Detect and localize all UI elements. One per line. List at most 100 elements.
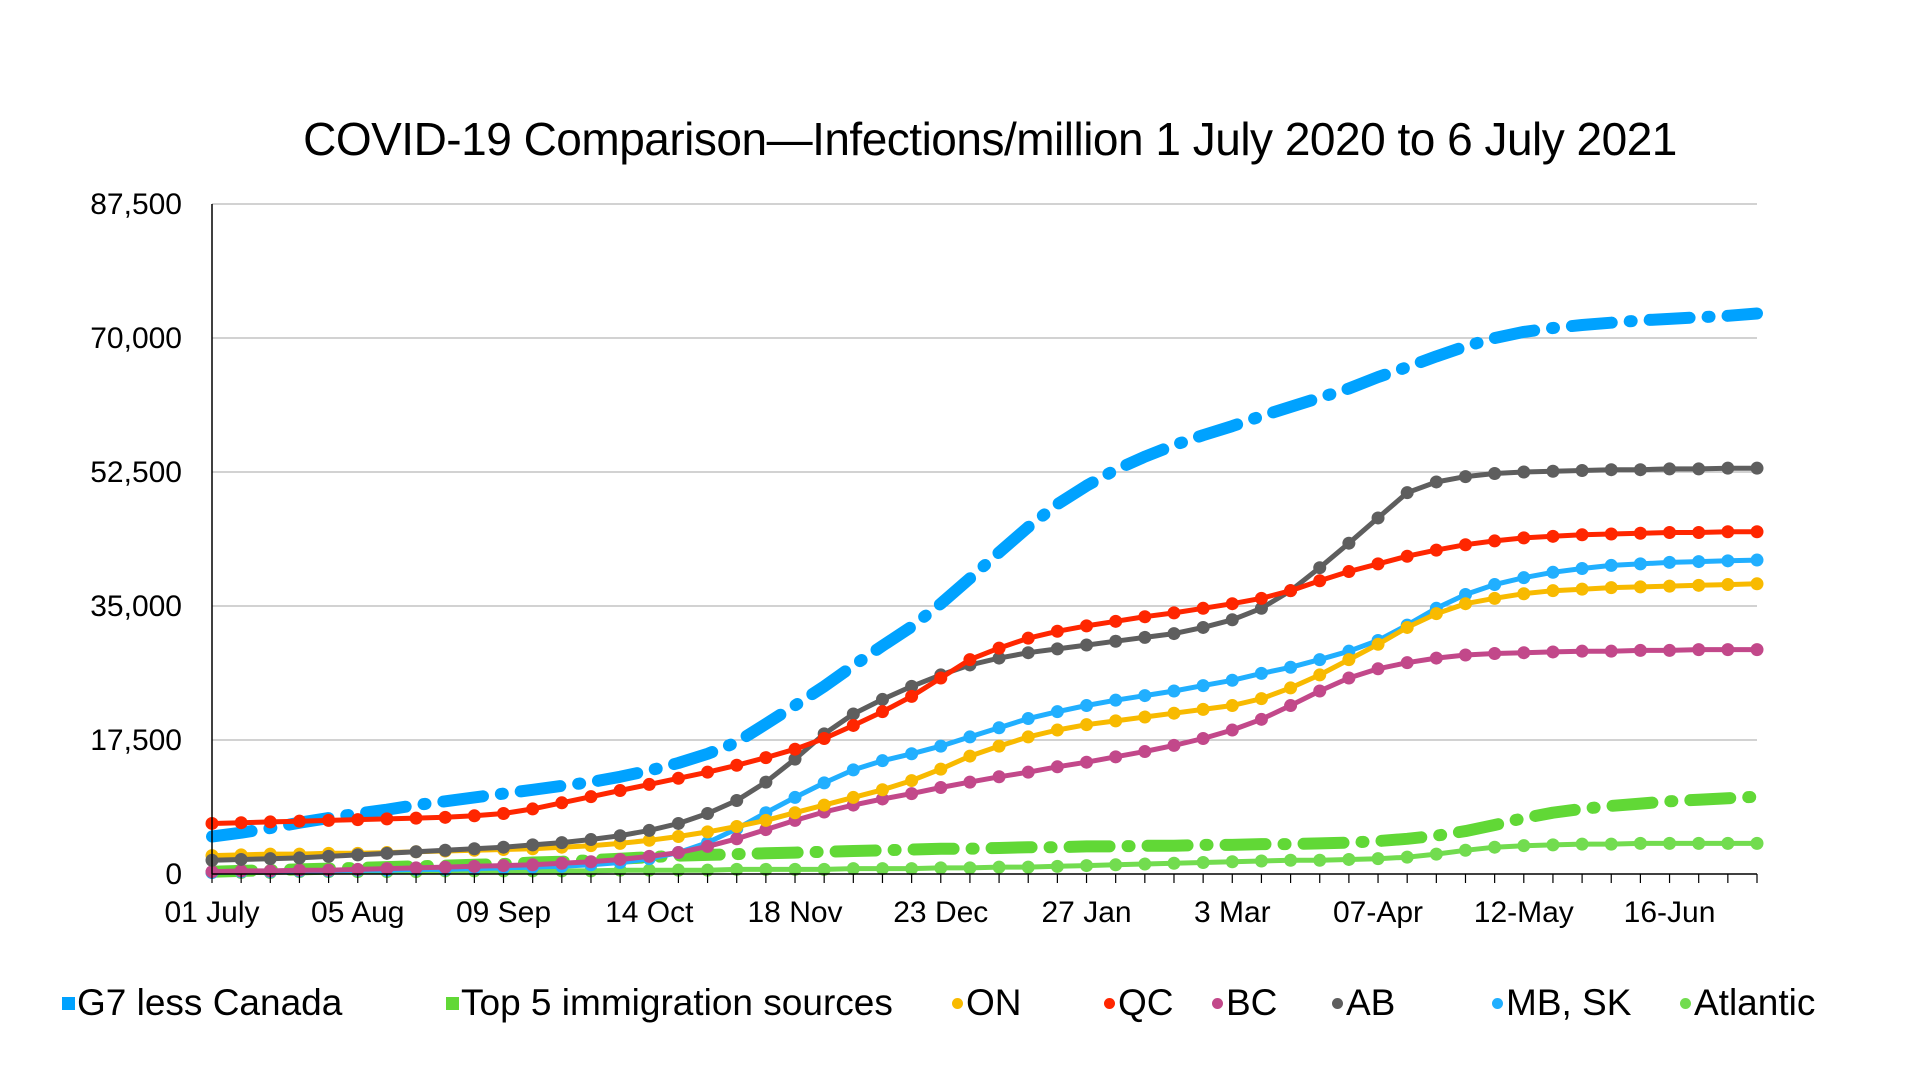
data-point (759, 813, 773, 827)
data-point (1429, 651, 1443, 665)
data-point (875, 862, 889, 876)
data-point (1371, 852, 1385, 866)
data-point (1721, 643, 1735, 657)
legend-marker-icon (952, 997, 963, 1009)
data-point (351, 848, 365, 862)
data-point (1284, 681, 1298, 695)
data-point (1517, 571, 1531, 585)
data-point (1021, 631, 1035, 645)
y-tick-label: 87,500 (90, 188, 182, 221)
data-point (671, 829, 685, 843)
data-point (1488, 467, 1502, 481)
data-point (1313, 574, 1327, 588)
x-tick-label: 14 Oct (605, 896, 694, 929)
data-point (1633, 836, 1647, 850)
data-point (963, 749, 977, 763)
series-top-5-immigration-sources (206, 790, 1763, 878)
data-point (846, 763, 860, 777)
data-point (671, 816, 685, 830)
data-point (1488, 578, 1502, 592)
data-point (759, 862, 773, 876)
data-point (1050, 760, 1064, 774)
data-point (730, 793, 744, 807)
data-point (1488, 840, 1502, 854)
data-point (1488, 591, 1502, 605)
data-point (992, 641, 1006, 655)
data-point (1080, 638, 1094, 652)
data-point (1138, 689, 1152, 703)
data-point (1692, 555, 1706, 569)
data-point (1021, 712, 1035, 726)
data-point (1080, 619, 1094, 633)
data-point (1284, 660, 1298, 674)
data-point (1400, 656, 1414, 670)
data-point (1138, 630, 1152, 644)
data-point (1429, 543, 1443, 557)
data-point (817, 798, 831, 812)
data-point (1692, 643, 1706, 657)
data-point (934, 762, 948, 776)
data-point (1721, 578, 1735, 592)
data-point (846, 862, 860, 876)
data-point (992, 739, 1006, 753)
data-point (963, 861, 977, 875)
legend-item: G7 less Canada (62, 982, 342, 1024)
data-point (846, 718, 860, 732)
data-point (1546, 838, 1560, 852)
data-point (701, 839, 715, 853)
data-point (934, 780, 948, 794)
data-point (1371, 662, 1385, 676)
data-point (1721, 836, 1735, 850)
legend-swatch-icon (446, 996, 459, 1010)
data-point (234, 852, 248, 866)
data-point (467, 842, 481, 856)
data-point (788, 752, 802, 766)
data-point (584, 790, 598, 804)
data-point (788, 742, 802, 756)
data-point (1225, 855, 1239, 869)
data-point (1167, 684, 1181, 698)
data-point (1342, 565, 1356, 579)
data-point (1663, 555, 1677, 569)
data-point (788, 862, 802, 876)
data-point (1517, 646, 1531, 660)
data-point (1458, 588, 1472, 602)
data-point (1167, 627, 1181, 641)
data-point (1342, 653, 1356, 667)
x-axis-ticks: 01 July 05 Aug 09 Sep 14 Oct 18 Nov 23 Dec 27 … (164, 896, 1715, 929)
data-point (1138, 710, 1152, 724)
legend-marker-icon (1680, 997, 1691, 1009)
data-point (1080, 699, 1094, 713)
data-point (1458, 843, 1472, 857)
data-point (1546, 565, 1560, 579)
data-point (1196, 856, 1210, 870)
data-point (409, 861, 423, 875)
data-point (1196, 601, 1210, 615)
data-point (438, 843, 452, 857)
data-point (292, 814, 306, 828)
data-point (642, 777, 656, 791)
data-point (759, 823, 773, 837)
data-point (817, 731, 831, 745)
data-point (905, 747, 919, 761)
data-point (788, 806, 802, 820)
data-point (1225, 613, 1239, 627)
data-point (1546, 464, 1560, 478)
data-point (1196, 679, 1210, 693)
data-point (1225, 699, 1239, 713)
data-point (759, 775, 773, 789)
data-point (1167, 738, 1181, 752)
x-tick-label: 23 Dec (893, 896, 988, 929)
data-point (1604, 558, 1618, 572)
data-point (875, 705, 889, 719)
data-point (1750, 461, 1764, 475)
data-point (1721, 461, 1735, 475)
data-point (1138, 610, 1152, 624)
legend-item: Top 5 immigration sources (446, 982, 893, 1024)
data-point (905, 862, 919, 876)
data-point (1254, 666, 1268, 680)
data-point (438, 810, 452, 824)
data-point (1225, 723, 1239, 737)
data-point (992, 770, 1006, 784)
data-point (1575, 528, 1589, 542)
